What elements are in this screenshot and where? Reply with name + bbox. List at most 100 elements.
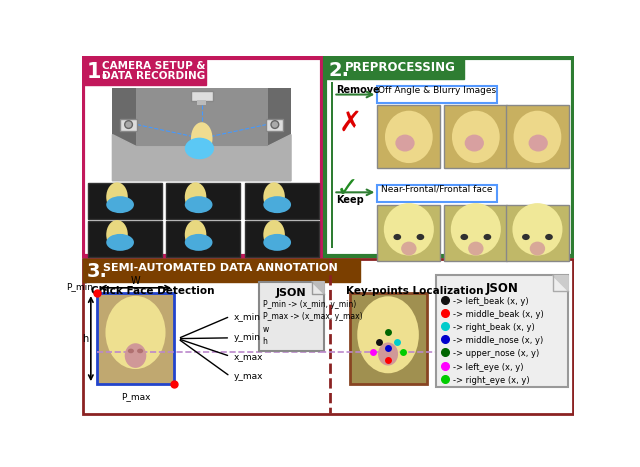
Ellipse shape [384, 203, 434, 255]
Bar [83, 57, 322, 256]
Text: Key-points Localization: Key-points Localization [346, 286, 483, 296]
Text: W: W [131, 276, 140, 285]
Bar [120, 119, 137, 131]
Bar [83, 259, 360, 282]
Bar [191, 91, 212, 101]
Bar [444, 205, 508, 261]
Text: -> left_beak (x, y): -> left_beak (x, y) [452, 297, 529, 306]
Polygon shape [312, 282, 324, 294]
Ellipse shape [125, 343, 147, 368]
Ellipse shape [545, 234, 553, 240]
Ellipse shape [529, 134, 548, 151]
Bar [197, 100, 206, 105]
Ellipse shape [185, 196, 212, 213]
Text: Remove: Remove [337, 85, 380, 95]
Ellipse shape [263, 182, 285, 212]
Ellipse shape [460, 234, 468, 240]
Text: 2.: 2. [329, 61, 350, 80]
Text: ✓: ✓ [336, 175, 359, 203]
Ellipse shape [357, 296, 419, 373]
Ellipse shape [263, 220, 285, 249]
Text: 1.: 1. [87, 62, 109, 82]
Bar [113, 88, 291, 181]
Ellipse shape [106, 296, 166, 369]
Ellipse shape [465, 134, 484, 151]
Bar [259, 282, 324, 351]
Text: w: w [262, 325, 269, 334]
Text: JSON: JSON [486, 282, 518, 295]
Ellipse shape [522, 234, 530, 240]
Text: -> middle_nose (x, y): -> middle_nose (x, y) [452, 336, 543, 345]
Ellipse shape [530, 241, 545, 255]
Text: Near-Frontal/Frontal face: Near-Frontal/Frontal face [381, 185, 492, 194]
Bar [266, 119, 284, 131]
Text: -> right_beak (x, y): -> right_beak (x, y) [452, 323, 534, 332]
Ellipse shape [451, 203, 501, 255]
Ellipse shape [106, 196, 134, 213]
Text: ✗: ✗ [339, 108, 362, 136]
Text: -> left_eye (x, y): -> left_eye (x, y) [452, 362, 524, 372]
Polygon shape [553, 276, 568, 291]
Text: x_max: x_max [234, 352, 263, 361]
Bar [88, 221, 162, 257]
Ellipse shape [385, 111, 433, 163]
Polygon shape [113, 134, 291, 181]
Ellipse shape [484, 234, 492, 240]
Circle shape [125, 121, 132, 128]
Ellipse shape [513, 111, 561, 163]
Text: P_min: P_min [66, 282, 93, 291]
Text: P_min -> (x_min, y_min): P_min -> (x_min, y_min) [262, 300, 356, 309]
Ellipse shape [128, 349, 134, 353]
Bar [506, 205, 569, 261]
Text: DATA RECORDING: DATA RECORDING [102, 71, 205, 81]
Text: -> right_eye (x, y): -> right_eye (x, y) [452, 375, 529, 385]
Text: JSON: JSON [276, 288, 307, 298]
Text: -> upper_nose (x, y): -> upper_nose (x, y) [452, 349, 539, 358]
Ellipse shape [263, 234, 291, 251]
Text: y_max: y_max [234, 372, 263, 381]
Bar [136, 88, 268, 146]
Text: x_min: x_min [234, 312, 260, 321]
Ellipse shape [185, 234, 212, 251]
Ellipse shape [106, 234, 134, 251]
Bar [325, 57, 463, 79]
Bar [166, 221, 240, 257]
Bar [436, 276, 568, 387]
Text: h: h [83, 333, 88, 344]
Circle shape [271, 121, 279, 128]
Text: P_max -> (x_max, y_max): P_max -> (x_max, y_max) [262, 312, 362, 321]
Ellipse shape [417, 234, 424, 240]
Ellipse shape [185, 182, 206, 212]
Ellipse shape [106, 182, 128, 212]
Ellipse shape [452, 111, 500, 163]
Ellipse shape [185, 138, 214, 159]
Bar [506, 106, 569, 169]
Bar [245, 183, 319, 219]
Text: Keep: Keep [337, 195, 364, 205]
Ellipse shape [513, 203, 563, 255]
Bar [97, 293, 174, 384]
Bar [349, 293, 426, 384]
Text: Chick Face Detection: Chick Face Detection [91, 286, 214, 296]
Ellipse shape [401, 241, 417, 255]
Ellipse shape [185, 220, 206, 249]
Bar [378, 86, 497, 103]
Bar [378, 106, 440, 169]
Text: y_min: y_min [234, 333, 260, 342]
Text: SEMI-AUTOMATED DATA ANNOTATION: SEMI-AUTOMATED DATA ANNOTATION [103, 263, 338, 273]
Ellipse shape [263, 196, 291, 213]
Ellipse shape [191, 122, 212, 155]
Text: PREPROCESSING: PREPROCESSING [345, 62, 456, 74]
Bar [245, 221, 319, 257]
Bar [378, 205, 440, 261]
Ellipse shape [378, 342, 398, 366]
Text: 3.: 3. [87, 262, 108, 282]
Bar [83, 57, 206, 85]
Text: P_max: P_max [121, 392, 150, 401]
Bar [83, 259, 573, 414]
Ellipse shape [468, 241, 484, 255]
Bar [88, 183, 162, 219]
Text: CAMERA SETUP &: CAMERA SETUP & [102, 62, 205, 71]
Bar [444, 106, 508, 169]
Ellipse shape [396, 134, 415, 151]
